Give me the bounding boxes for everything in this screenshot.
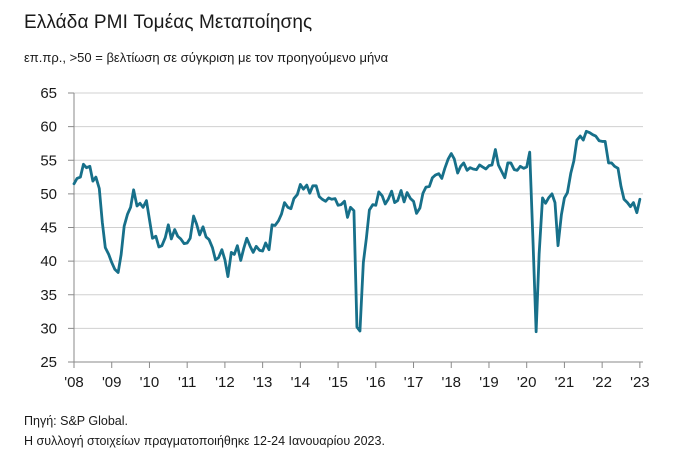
x-tick-label: '21 (555, 374, 575, 391)
y-tick-label: 55 (40, 152, 57, 169)
pmi-series-line (72, 129, 642, 334)
x-tick-label: '23 (630, 374, 650, 391)
y-tick-label: 65 (40, 85, 57, 102)
y-tick-label: 35 (40, 287, 57, 304)
x-tick-label: '10 (140, 374, 160, 391)
x-tick-label: '19 (479, 374, 499, 391)
chart-subtitle: επ.πρ., >50 = βελτίωση σε σύγκριση με το… (24, 50, 389, 65)
y-tick-label: 25 (40, 354, 57, 371)
x-tick-label: '22 (592, 374, 612, 391)
x-tick-label: '14 (291, 374, 311, 391)
chart-title: Ελλάδα PMI Τομέας Μεταποίησης (24, 12, 313, 33)
x-tick-label: '20 (517, 374, 537, 391)
x-tick-label: '16 (366, 374, 386, 391)
x-tick-label: '09 (102, 374, 122, 391)
x-tick-label: '15 (328, 374, 348, 391)
y-tick-label: 60 (40, 119, 57, 136)
x-tick-label: '17 (404, 374, 424, 391)
x-tick-label: '18 (441, 374, 461, 391)
x-tick-label: '12 (215, 374, 235, 391)
x-tick-label: '08 (64, 374, 84, 391)
x-tick-label: '13 (253, 374, 273, 391)
y-tick-label: 40 (40, 253, 57, 270)
y-tick-label: 45 (40, 220, 57, 237)
y-tick-label: 50 (40, 186, 57, 203)
y-tick-label: 30 (40, 320, 57, 337)
x-tick-label: '11 (178, 374, 196, 391)
collection-note: Η συλλογή στοιχείων πραγματοποιήθηκε 12-… (24, 434, 385, 448)
source-note: Πηγή: S&P Global. (24, 414, 128, 428)
